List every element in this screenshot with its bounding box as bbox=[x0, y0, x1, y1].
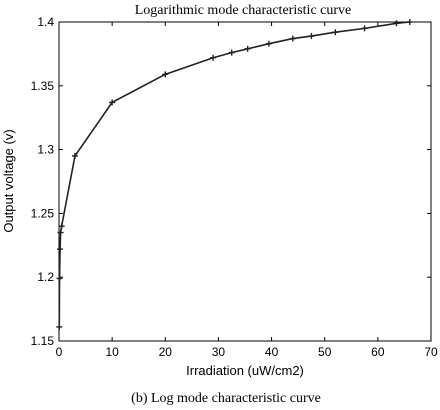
data-point bbox=[289, 35, 296, 42]
x-tick-label: 10 bbox=[105, 345, 119, 359]
data-point bbox=[228, 49, 235, 56]
x-tick-label: 60 bbox=[371, 345, 385, 359]
data-point bbox=[406, 19, 413, 25]
data-point bbox=[210, 54, 217, 61]
x-tick-label: 70 bbox=[424, 345, 438, 359]
series-layer bbox=[56, 19, 413, 330]
y-tick-label: 1.35 bbox=[31, 79, 55, 93]
y-tick-label: 1.15 bbox=[31, 334, 55, 348]
figure-caption: (b) Log mode characteristic curve bbox=[131, 391, 321, 406]
data-point bbox=[71, 152, 78, 159]
data-point bbox=[58, 223, 65, 230]
x-tick-label: 20 bbox=[159, 345, 173, 359]
data-point bbox=[361, 25, 368, 32]
chart-title: Logarithmic mode characteristic curve bbox=[135, 3, 352, 18]
data-point bbox=[57, 246, 64, 253]
plot-frame bbox=[58, 21, 432, 342]
x-tick-label: 40 bbox=[265, 345, 279, 359]
data-point bbox=[56, 323, 63, 330]
y-axis-ticks: 1.15 1.2 1.25 1.3 1.35 1.4 bbox=[31, 15, 431, 348]
data-point bbox=[56, 275, 63, 282]
y-axis-label: Output voltage (v) bbox=[1, 129, 16, 232]
data-point bbox=[332, 29, 339, 36]
data-point bbox=[57, 229, 64, 236]
x-tick-label: 30 bbox=[212, 345, 226, 359]
data-point bbox=[308, 33, 315, 40]
data-point bbox=[109, 99, 116, 106]
x-axis-label: Irradiation (uW/cm2) bbox=[186, 363, 304, 378]
y-tick-label: 1.2 bbox=[37, 270, 54, 284]
plot-area bbox=[58, 21, 432, 342]
y-tick-label: 1.4 bbox=[37, 15, 54, 29]
x-tick-label: 0 bbox=[56, 345, 63, 359]
data-point bbox=[162, 71, 169, 78]
y-tick-label: 1.3 bbox=[37, 143, 54, 157]
data-point bbox=[393, 20, 400, 27]
y-tick-label: 1.25 bbox=[31, 206, 55, 220]
x-axis-ticks: 0 10 20 30 40 50 60 70 bbox=[56, 22, 438, 359]
x-tick-label: 50 bbox=[318, 345, 332, 359]
data-point bbox=[244, 45, 251, 52]
data-point bbox=[265, 40, 272, 47]
